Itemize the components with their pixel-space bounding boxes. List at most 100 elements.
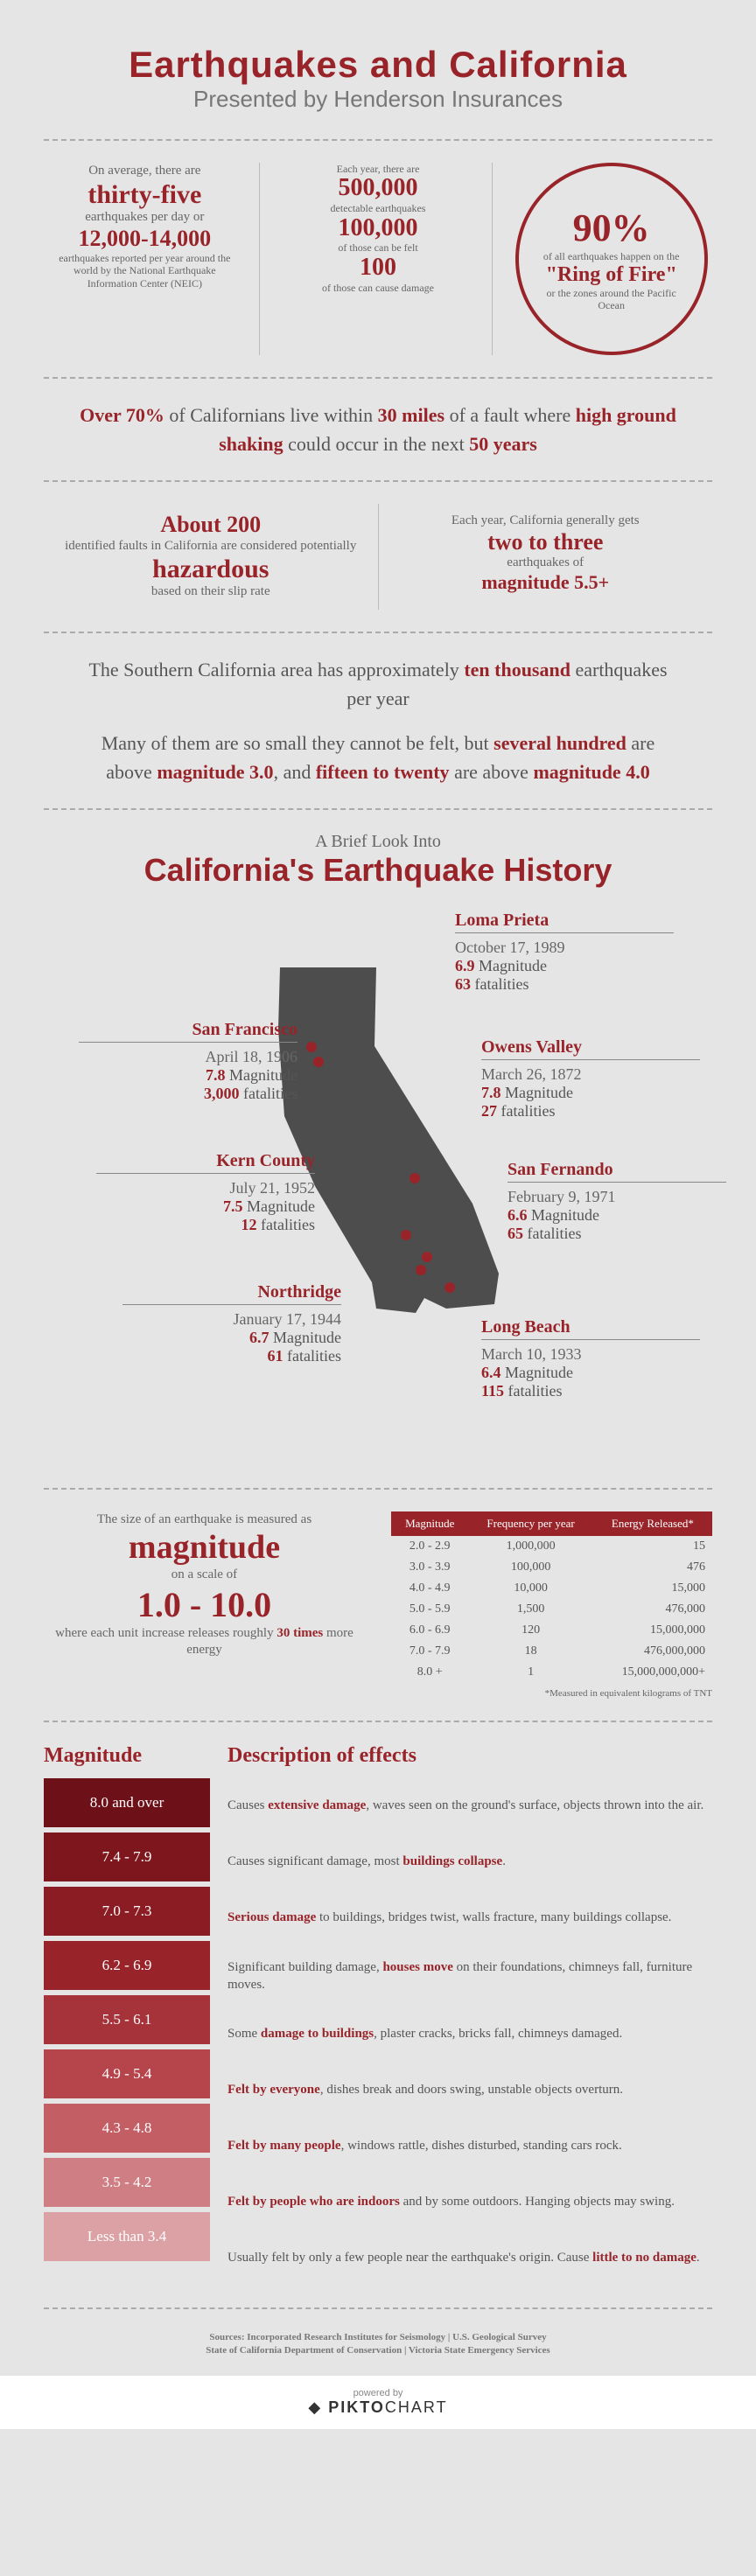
table-cell: 15 [593,1536,712,1557]
main-title: Earthquakes and California [44,44,712,86]
annual-col: Each year, California generally gets two… [379,504,713,610]
history-callout: Loma Prieta October 17, 1989 6.9 Magnitu… [455,911,674,994]
socal-banner: The Southern California area has approxi… [44,655,712,786]
text: of those can be felt [277,241,480,254]
subtitle: Presented by Henderson Insurances [44,86,712,113]
stat-value: magnitude 5.5+ [396,572,696,593]
divider [44,1721,712,1722]
stat-col-1: On average, there are thirty-five earthq… [44,163,260,355]
table-cell: 15,000 [593,1578,712,1599]
history-map: Loma Prieta October 17, 1989 6.9 Magnitu… [44,906,712,1466]
table-cell: 15,000,000 [593,1620,712,1641]
effect-description: Serious damage to buildings, bridges twi… [228,1890,712,1946]
effects-desc-col: Description of effects Causes extensive … [228,1744,712,2286]
california-shape-icon [271,959,516,1326]
magnitude-cell: 4.3 - 4.8 [44,2104,210,2158]
powered-by: powered by [12,2388,744,2398]
divider [44,808,712,810]
table-cell: 15,000,000,000+ [593,1662,712,1683]
magnitude-scale: 1.0 - 10.0 [44,1584,365,1625]
table-cell: 476,000 [593,1599,712,1620]
table-header: Frequency per year [468,1511,592,1536]
ring-pct: 90% [573,206,650,250]
infographic-page: Earthquakes and California Presented by … [0,0,756,2376]
text: On average, there are [44,163,246,180]
table-header: Magnitude [391,1511,468,1536]
stat-value: thirty-five [44,180,246,209]
text: earthquakes per day or [44,209,246,227]
text: identified faults in California are cons… [61,538,360,555]
text: of those can cause damage [277,282,480,294]
sources-line1: Sources: Incorporated Research Institute… [44,2331,712,2344]
stat-col-2: Each year, there are 500,000 detectable … [277,163,494,355]
divider [44,480,712,482]
footer: powered by ◆ PIKTOCHART [0,2376,756,2429]
history-callout: Northridge January 17, 1944 6.7 Magnitud… [122,1282,341,1365]
history-callout: Owens Valley March 26, 1872 7.8 Magnitud… [481,1037,700,1120]
map-marker-icon [416,1265,426,1275]
sources-line2: State of California Department of Conser… [44,2344,712,2357]
brand-bold: PIKTO [328,2398,385,2416]
table-cell: 100,000 [468,1557,592,1578]
hazard-col: About 200 identified faults in Californi… [44,504,379,610]
stat-value: About 200 [61,513,360,538]
table-cell: 120 [468,1620,592,1641]
table-row: 2.0 - 2.91,000,00015 [391,1536,712,1557]
text: earthquakes reported per year around the… [44,252,246,290]
history-title: California's Earthquake History [44,852,712,889]
ring-label: "Ring of Fire" [546,263,677,287]
effects-head-mag: Magnitude [44,1744,210,1778]
table-cell: 1 [468,1662,592,1683]
divider [44,377,712,379]
history-pretitle: A Brief Look Into [44,832,712,852]
table-row: 4.0 - 4.910,00015,000 [391,1578,712,1599]
footer-brand: ◆ PIKTOCHART [12,2398,744,2417]
text: Each year, California generally gets [396,513,696,530]
table-cell: 5.0 - 5.9 [391,1599,468,1620]
magnitude-cell: 5.5 - 6.1 [44,1995,210,2049]
stats-row: On average, there are thirty-five earthq… [44,163,712,355]
divider [44,139,712,141]
ring-of-fire-circle: 90% of all earthquakes happen on the "Ri… [515,163,708,355]
fault-banner: Over 70% of Californians live within 30 … [44,401,712,458]
effects-mag-col: Magnitude 8.0 and over7.4 - 7.97.0 - 7.3… [44,1744,210,2286]
magnitude-row: The size of an earthquake is measured as… [44,1511,712,1699]
table-cell: 7.0 - 7.9 [391,1641,468,1662]
effect-description: Usually felt by only a few people near t… [228,2230,712,2286]
table-cell: 4.0 - 4.9 [391,1578,468,1599]
text: earthquakes of [396,555,696,572]
table-cell: 10,000 [468,1578,592,1599]
magnitude-word: magnitude [44,1528,365,1567]
history-callout: San Fernando February 9, 1971 6.6 Magnit… [508,1160,726,1243]
table-cell: 18 [468,1641,592,1662]
divider [44,632,712,633]
table-cell: 1,000,000 [468,1536,592,1557]
table-header: Energy Released* [593,1511,712,1536]
text: based on their slip rate [61,583,360,601]
table-row: 7.0 - 7.918476,000,000 [391,1641,712,1662]
effect-description: Causes significant damage, most building… [228,1834,712,1890]
divider [44,2307,712,2309]
map-marker-icon [401,1230,411,1240]
text: on a scale of [44,1567,365,1584]
table-row: 8.0 +115,000,000,000+ [391,1662,712,1683]
magnitude-cell: 7.0 - 7.3 [44,1887,210,1941]
table-cell: 6.0 - 6.9 [391,1620,468,1641]
stat-value: hazardous [61,555,360,583]
map-marker-icon [444,1282,455,1293]
table-cell: 476 [593,1557,712,1578]
frequency-table: MagnitudeFrequency per yearEnergy Releas… [391,1511,712,1699]
effect-description: Felt by everyone, dishes break and doors… [228,2062,712,2118]
table-cell: 3.0 - 3.9 [391,1557,468,1578]
text: The size of an earthquake is measured as [44,1511,365,1529]
divider [44,1488,712,1490]
table-footnote: *Measured in equivalent kilograms of TNT [391,1688,712,1699]
table-row: 6.0 - 6.912015,000,000 [391,1620,712,1641]
effect-description: Felt by many people, windows rattle, dis… [228,2118,712,2174]
effect-description: Causes extensive damage, waves seen on t… [228,1778,712,1834]
effect-description: Felt by people who are indoors and by so… [228,2174,712,2230]
table-cell: 476,000,000 [593,1641,712,1662]
stat-value: 100,000 [277,215,480,242]
effects-section: Magnitude 8.0 and over7.4 - 7.97.0 - 7.3… [44,1744,712,2286]
history-callout: Long Beach March 10, 1933 6.4 Magnitude … [481,1317,700,1400]
